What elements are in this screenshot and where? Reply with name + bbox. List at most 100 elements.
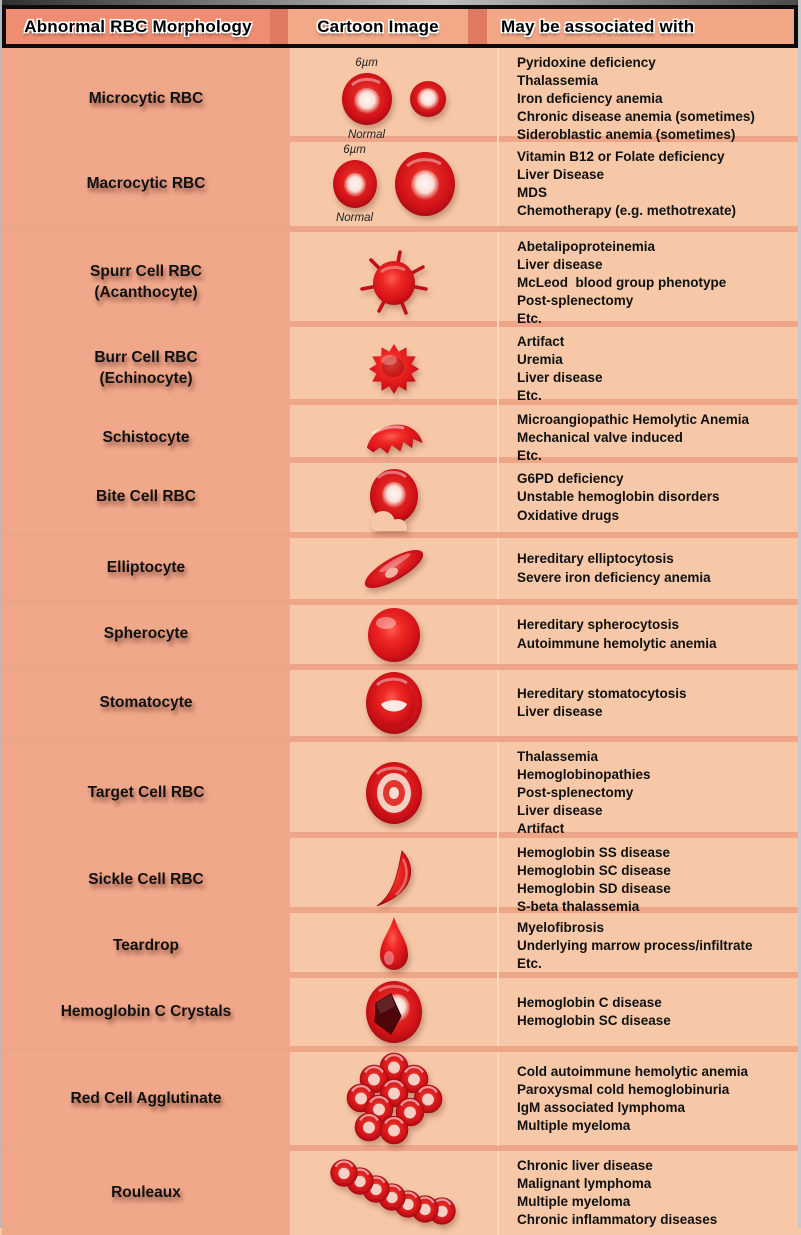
morphology-name: Spurr Cell RBC (Acanthocyte) (2, 232, 290, 335)
association-line: Etc. (517, 388, 542, 404)
association-line: Artifact (517, 334, 565, 349)
association-list: Microangiopathic Hemolytic Anemia Mechani… (499, 405, 798, 471)
header-morphology: Abnormal RBC Morphology (6, 9, 270, 44)
association-line: Hereditary spherocytosis (517, 617, 680, 633)
table-row: Target Cell RBC Thalassemia Hemoglobinopa… (2, 736, 798, 845)
table-row: Bite Cell RBC G6PD deficiency Unstable he… (2, 457, 798, 532)
association-line: Chronic liver disease (517, 1158, 653, 1173)
association-line: Severe iron deficiency anemia (517, 569, 711, 585)
association-list: Hemoglobin SS disease Hemoglobin SC disea… (499, 838, 798, 922)
association-line: Mechanical valve induced (517, 430, 683, 446)
association-line: Autoimmune hemolytic anemia (517, 635, 717, 651)
association-line: Uremia (517, 352, 563, 368)
association-line: Chronic inflammatory diseases (517, 1212, 718, 1228)
morphology-name: Elliptocyte (2, 538, 290, 599)
outer-frame-top (2, 0, 798, 5)
association-line: Liver disease (517, 370, 603, 386)
association-list: Cold autoimmune hemolytic anemia Paroxysm… (499, 1052, 798, 1146)
table-row: Sickle Cell RBC Hemoglobin SS disease Hem… (2, 832, 798, 923)
morphology-name: Hemoglobin C Crystals (2, 978, 290, 1046)
scale-label: 6µm (355, 57, 378, 70)
association-line: Hemoglobinopathies (517, 767, 651, 783)
association-line: Microangiopathic Hemolytic Anemia (517, 412, 750, 427)
sickle-cell-icon (290, 838, 499, 923)
association-line: Cold autoimmune hemolytic anemia (517, 1063, 749, 1079)
morphology-name: Schistocyte (2, 405, 290, 472)
association-list: Hereditary stomatocytosis Liver disease (499, 670, 798, 736)
association-line: Liver Disease (517, 167, 605, 183)
table-row: Rouleaux Chronic liver disease Malignant … (2, 1145, 798, 1235)
association-line: Hereditary elliptocytosis (517, 551, 674, 567)
association-line: Abetalipoproteinemia (517, 239, 656, 254)
association-line: Thalassemia (517, 73, 599, 89)
normal-label: Normal (347, 129, 386, 142)
association-list: Myelofibrosis Underlying marrow process/i… (499, 913, 798, 979)
association-line: Thalassemia (517, 749, 599, 764)
bite-cell-icon (290, 463, 499, 532)
association-list: Chronic liver disease Malignant lymphoma M… (499, 1151, 798, 1235)
association-line: Post-splenectomy (517, 293, 634, 309)
association-line: Hemoglobin SC disease (517, 1013, 671, 1028)
association-line: Etc. (517, 311, 542, 327)
association-line: Sideroblastic anemia (sometimes) (517, 127, 736, 143)
acanthocyte-icon (290, 232, 499, 335)
association-line: Multiple myeloma (517, 1194, 631, 1210)
association-list: Hemoglobin C disease Hemoglobin SC diseas… (499, 978, 798, 1046)
association-list: Abetalipoproteinemia Liver disease McLeod … (499, 232, 798, 334)
morphology-name: Stomatocyte (2, 670, 290, 736)
morphology-name: Sickle Cell RBC (2, 838, 290, 923)
microcytic-rbc-icon: 6µm Normal (290, 48, 499, 151)
morphology-name: Bite Cell RBC (2, 463, 290, 532)
association-line: Chronic disease anemia (sometimes) (517, 109, 755, 125)
association-line: Pyridoxine deficiency (517, 55, 656, 70)
association-line: Post-splenectomy (517, 785, 634, 801)
association-line: Paroxysmal cold hemoglobinuria (517, 1081, 730, 1097)
morphology-name: Red Cell Agglutinate (2, 1052, 290, 1146)
association-line: Hereditary stomatocytosis (517, 685, 687, 701)
association-line: Liver disease (517, 257, 603, 273)
association-list: Artifact Uremia Liver disease Etc. (499, 327, 798, 411)
table-row: Stomatocyte Hereditary stomatocytosis Liv… (2, 664, 798, 736)
header-cartoon: Cartoon Image (288, 9, 468, 44)
scale-label: 6µm (343, 144, 366, 157)
association-line: Etc. (517, 956, 542, 972)
table-row: Burr Cell RBC (Echinocyte) Artifact Uremi… (2, 321, 798, 412)
association-line: McLeod blood group phenotype (517, 275, 727, 291)
teardrop-icon (290, 913, 499, 980)
association-line: Hemoglobin SS disease (517, 845, 671, 860)
morphology-name: Rouleaux (2, 1151, 290, 1235)
association-line: Vitamin B12 or Folate deficiency (517, 149, 725, 164)
morphology-name: Spherocyte (2, 605, 290, 664)
echinocyte-icon (290, 327, 499, 412)
association-list: G6PD deficiency Unstable hemoglobin disor… (499, 463, 798, 532)
association-line: IgM associated lymphoma (517, 1100, 686, 1115)
association-list: Vitamin B12 or Folate deficiency Liver Di… (499, 142, 798, 226)
association-list: Pyridoxine deficiency Thalassemia Iron def… (499, 48, 798, 150)
table-row: Spurr Cell RBC (Acanthocyte) Abetalipopr… (2, 226, 798, 335)
association-line: Hemoglobin C disease (517, 994, 662, 1010)
association-line: Liver disease (517, 803, 603, 819)
association-list: Thalassemia Hemoglobinopathies Post-splene… (499, 742, 798, 844)
association-line: Etc. (517, 448, 542, 464)
table-row: Elliptocyte Hereditary elliptocytosis Sev… (2, 532, 798, 599)
association-line: S-beta thalassemia (517, 899, 640, 915)
hemoglobin-c-crystal-icon (290, 978, 499, 1046)
macrocytic-rbc-icon: 6µm Normal (290, 142, 499, 227)
stomatocyte-icon (290, 670, 499, 736)
schistocyte-icon (290, 405, 499, 472)
header-associated: May be associated with (487, 9, 794, 44)
association-line: Liver disease (517, 704, 603, 719)
target-cell-icon (290, 742, 499, 845)
table-row: Hemoglobin C Crystals Hemoglobin C disea… (2, 972, 798, 1046)
table-header: Abnormal RBC Morphology Cartoon Image Ma… (2, 5, 798, 48)
table-row: Teardrop Myelofibrosis Underlying marrow … (2, 907, 798, 980)
red-cell-agglutinate-icon (290, 1052, 499, 1146)
morphology-name: Teardrop (2, 913, 290, 980)
table-row: Schistocyte Microangiopathic Hemolytic A… (2, 399, 798, 472)
association-line: Malignant lymphoma (517, 1176, 652, 1192)
association-line: Hemoglobin SD disease (517, 881, 671, 897)
association-list: Hereditary elliptocytosis Severe iron def… (499, 538, 798, 599)
table-row: Spherocyte Hereditary spherocytosis Autoi… (2, 599, 798, 664)
normal-label: Normal (335, 212, 374, 225)
morphology-name: Microcytic RBC (2, 48, 290, 151)
